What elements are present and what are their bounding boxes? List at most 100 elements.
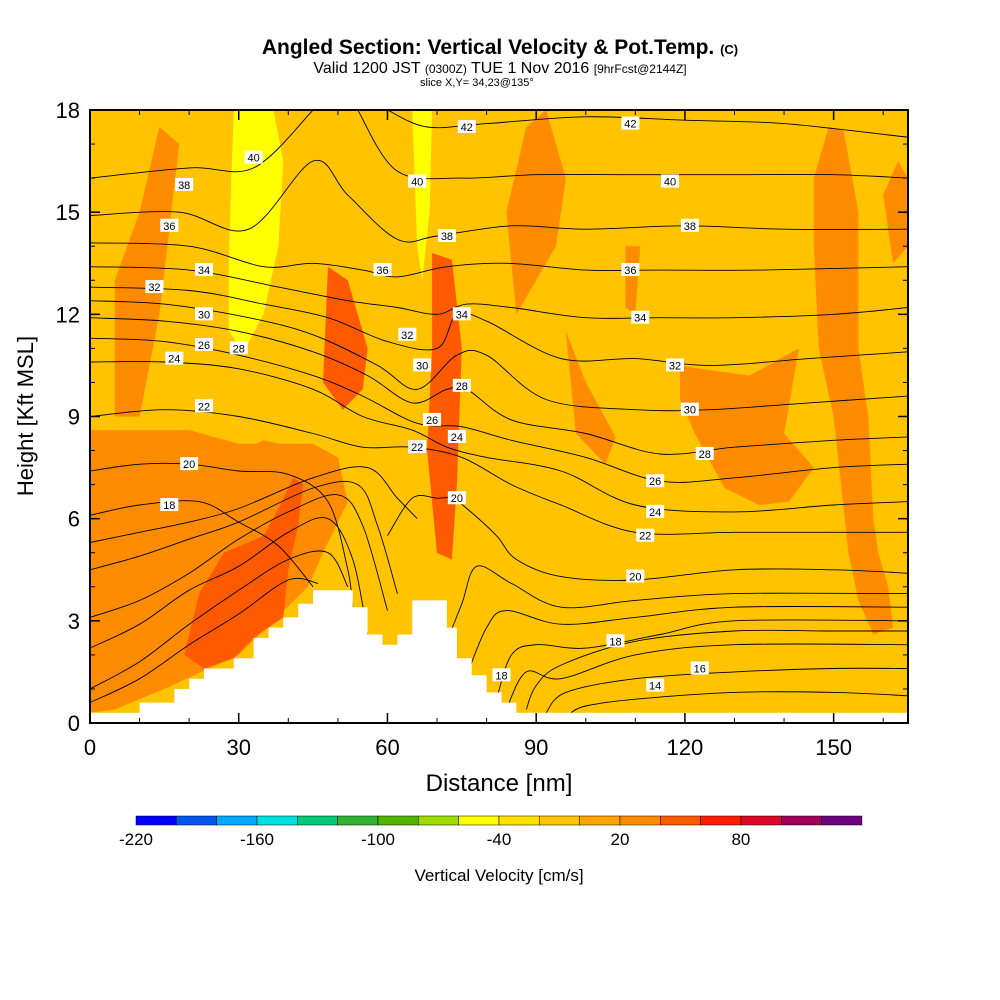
svg-text:12: 12 — [56, 302, 80, 327]
colorbar-swatch-0 — [135, 815, 177, 826]
x-tick-4: 120 — [667, 110, 703, 760]
y-tick-6: 18 — [56, 98, 908, 123]
velocity-region-1 — [114, 127, 180, 417]
theta-contour-3 — [525, 629, 908, 710]
theta-contour-4 — [90, 462, 354, 608]
x-tick-0: 0 — [84, 110, 96, 760]
svg-text:6: 6 — [68, 507, 80, 532]
theta-contour-27 — [505, 643, 908, 710]
contour-label-10: 22 — [195, 399, 214, 413]
theta-contour-18 — [90, 577, 319, 704]
velocity-region-7 — [565, 331, 616, 465]
theta-contour-15 — [90, 110, 314, 179]
velocity-region-3 — [184, 477, 304, 669]
svg-text:3: 3 — [68, 609, 80, 634]
contour-label-15: 26 — [423, 412, 442, 427]
theta-contour-8 — [90, 337, 908, 483]
y-tick-2: 6 — [68, 507, 908, 532]
y-tick-4: 12 — [56, 302, 908, 327]
theta-contour-2 — [90, 500, 314, 588]
svg-text:18: 18 — [163, 500, 175, 512]
svg-text:20: 20 — [629, 572, 641, 584]
svg-text:30: 30 — [684, 405, 696, 417]
svg-text:18: 18 — [609, 636, 621, 648]
contour-label-6: 20 — [447, 491, 466, 505]
colorbar-tick-1: -160 — [240, 830, 274, 849]
svg-text:24: 24 — [649, 507, 661, 519]
svg-text:36: 36 — [376, 265, 388, 277]
chart-subtitle: Valid 1200 JST (0300Z) TUE 1 Nov 2016 [9… — [0, 60, 1000, 78]
svg-text:42: 42 — [624, 119, 636, 131]
theta-contour-19 — [90, 550, 349, 690]
contour-label-23: 32 — [665, 358, 684, 372]
svg-text:28: 28 — [699, 449, 711, 461]
contour-label-29: 36 — [621, 263, 640, 277]
contour-label-27: 34 — [452, 307, 471, 321]
x-axis-label: Distance [nm] — [426, 770, 573, 797]
colorbar-swatch-9 — [498, 815, 540, 826]
contour-label-28: 34 — [195, 263, 214, 277]
theta-contour-24 — [446, 565, 908, 642]
contour-label-32: 38 — [680, 218, 699, 233]
svg-text:30: 30 — [198, 309, 210, 321]
svg-text:34: 34 — [456, 309, 468, 321]
colorbar-swatch-17 — [821, 815, 863, 826]
svg-text:32: 32 — [148, 282, 160, 294]
velocity-region-16 — [412, 110, 433, 281]
contour-label-21: 30 — [413, 358, 432, 372]
svg-text:32: 32 — [669, 360, 681, 372]
y-tick-3: 9 — [68, 405, 908, 430]
contour-label-20: 30 — [680, 402, 699, 417]
contour-label-19: 28 — [229, 341, 248, 355]
colorbar-swatch-8 — [458, 815, 500, 826]
svg-text:40: 40 — [664, 177, 676, 189]
colorbar-swatch-13 — [660, 815, 701, 826]
svg-text:32: 32 — [401, 330, 413, 342]
contour-label-9: 22 — [408, 440, 427, 454]
colorbar-tick-2: -100 — [361, 830, 395, 849]
svg-text:22: 22 — [639, 531, 651, 543]
chart-title: Angled Section: Vertical Velocity & Pot.… — [0, 36, 1000, 60]
contour-label-31: 36 — [160, 218, 179, 233]
svg-text:42: 42 — [461, 122, 473, 134]
svg-text:24: 24 — [168, 354, 180, 366]
colorbar-label: Vertical Velocity [cm/s] — [414, 866, 583, 885]
svg-text:38: 38 — [684, 221, 696, 233]
svg-text:14: 14 — [649, 681, 661, 693]
theta-contour-13 — [90, 242, 908, 278]
svg-text:16: 16 — [694, 664, 706, 676]
theta-contour-6 — [90, 409, 908, 535]
colorbar: -220 -160 -100 -40 20 80 — [119, 815, 863, 849]
svg-text:18: 18 — [495, 670, 507, 682]
colorbar-swatch-12 — [619, 815, 661, 826]
y-tick-0: 0 — [68, 711, 908, 736]
contour-label-2: 18 — [606, 634, 625, 648]
contour-label-25: 32 — [145, 280, 164, 294]
theta-contour-7 — [90, 361, 908, 513]
svg-text:36: 36 — [163, 221, 175, 233]
svg-text:28: 28 — [456, 381, 468, 393]
contour-label-12: 24 — [447, 429, 466, 444]
svg-text:9: 9 — [68, 405, 80, 430]
velocity-region-4 — [323, 266, 368, 410]
colorbar-tick-0: -220 — [119, 830, 153, 849]
velocity-region-2 — [164, 440, 323, 488]
potential-temperature-contours — [90, 110, 908, 714]
svg-text:20: 20 — [183, 459, 195, 471]
theta-contour-14 — [90, 159, 908, 243]
x-tick-2: 60 — [375, 110, 400, 760]
contour-label-36: 40 — [408, 174, 427, 189]
theta-contour-21 — [90, 494, 388, 618]
colorbar-swatch-5 — [337, 815, 379, 826]
contour-label-8: 22 — [636, 528, 655, 543]
svg-text:24: 24 — [451, 432, 463, 444]
x-tick-5: 150 — [815, 110, 852, 760]
velocity-region-11 — [883, 161, 908, 264]
contour-label-35: 40 — [661, 174, 680, 189]
contour-label-11: 24 — [646, 504, 665, 519]
colorbar-swatch-6 — [377, 815, 419, 826]
x-tick-3: 90 — [524, 110, 548, 760]
svg-text:18: 18 — [56, 98, 80, 123]
svg-text:26: 26 — [649, 476, 661, 488]
